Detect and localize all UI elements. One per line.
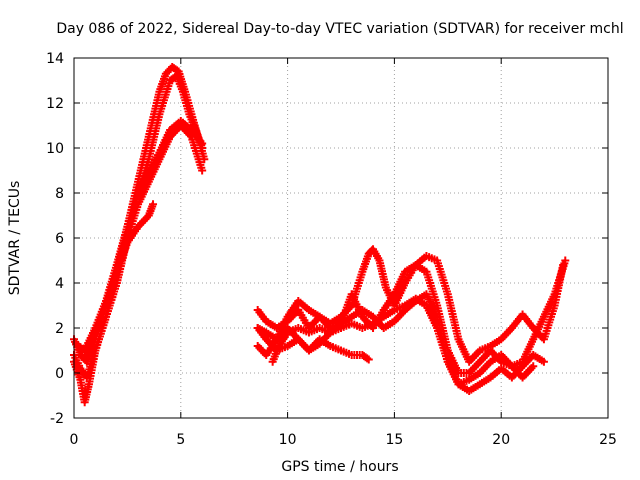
axis-ticks [73,57,609,419]
x-tick-label: 0 [70,432,79,448]
y-tick-label: 12 [46,96,64,112]
y-axis-label: SDTVAR / TECUs [7,181,23,296]
x-tick-labels: 0 5 10 15 20 25 [70,432,617,448]
y-tick-label: 8 [55,186,64,202]
data-points [70,63,570,407]
x-tick-label: 10 [279,432,297,448]
x-tick-label: 25 [599,432,617,448]
data-point [198,166,207,175]
series-track-5 [80,200,158,359]
x-axis-label: GPS time / hours [281,459,398,475]
data-point [149,200,158,209]
data-point [539,357,548,366]
data-point [529,362,538,371]
x-tick-label: 20 [492,432,510,448]
y-tick-labels: -2 0 2 4 6 8 10 12 14 [46,51,64,427]
y-tick-label: 6 [55,231,64,247]
data-point [561,256,570,265]
series-track-10 [268,294,548,395]
y-tick-label: 14 [46,51,64,67]
y-tick-label: 4 [55,276,64,292]
data-point [364,355,373,364]
y-tick-label: 0 [55,366,64,382]
y-tick-label: 10 [46,141,64,157]
data-point [198,139,207,148]
data-point [363,354,372,363]
y-tick-label: 2 [55,321,64,337]
x-tick-label: 15 [385,432,403,448]
x-tick-label: 5 [176,432,185,448]
chart-title: Day 086 of 2022, Sidereal Day-to-day VTE… [56,21,623,37]
series-track-4 [72,117,207,355]
y-tick-label: -2 [50,411,64,427]
